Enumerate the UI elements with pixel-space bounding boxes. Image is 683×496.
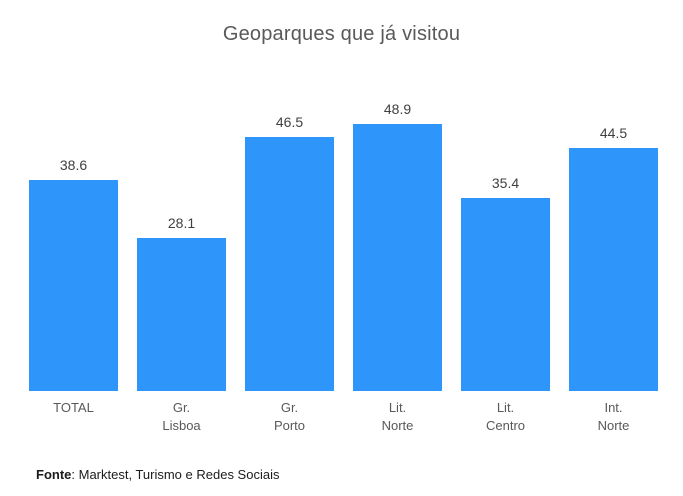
x-axis-label: Gr. Porto <box>273 400 306 433</box>
bar-column: 46.5 <box>245 78 334 391</box>
x-axis-label: Int. Norte <box>597 400 630 433</box>
bar-value-label: 46.5 <box>275 114 304 130</box>
x-axis-labels: TOTAL Gr. Lisboa Gr. Porto Lit. Norte Lit. Centr… <box>29 399 658 435</box>
bar <box>245 137 334 391</box>
bar-value-label: 44.5 <box>599 125 628 141</box>
bar-column: 35.4 <box>461 78 550 391</box>
x-axis-label: TOTAL <box>53 400 94 415</box>
source-note: Fonte: Marktest, Turismo e Redes Sociais <box>36 467 279 482</box>
x-axis-label: Gr. Lisboa <box>162 400 201 433</box>
plot-area: 38.6 28.1 46.5 48.9 35.4 44.5 <box>29 78 658 391</box>
chart-title: Geoparques que já visitou <box>222 23 461 45</box>
bar <box>461 198 550 391</box>
bar <box>353 124 442 391</box>
bar-column: 38.6 <box>29 78 118 391</box>
bar-column: 44.5 <box>569 78 658 391</box>
bar-value-label: 35.4 <box>491 175 520 191</box>
bar-column: 28.1 <box>137 78 226 391</box>
bar <box>137 238 226 391</box>
bar-value-label: 48.9 <box>383 101 412 117</box>
bar <box>29 180 118 391</box>
bar-value-label: 38.6 <box>59 157 88 173</box>
x-axis-label: Lit. Centro <box>485 400 526 433</box>
source-note-text: : Marktest, Turismo e Redes Sociais <box>71 467 280 482</box>
x-axis-label: Lit. Norte <box>381 400 414 433</box>
source-note-label: Fonte <box>36 467 72 482</box>
bar-value-label: 28.1 <box>167 215 196 231</box>
bar-column: 48.9 <box>353 78 442 391</box>
bar <box>569 148 658 391</box>
